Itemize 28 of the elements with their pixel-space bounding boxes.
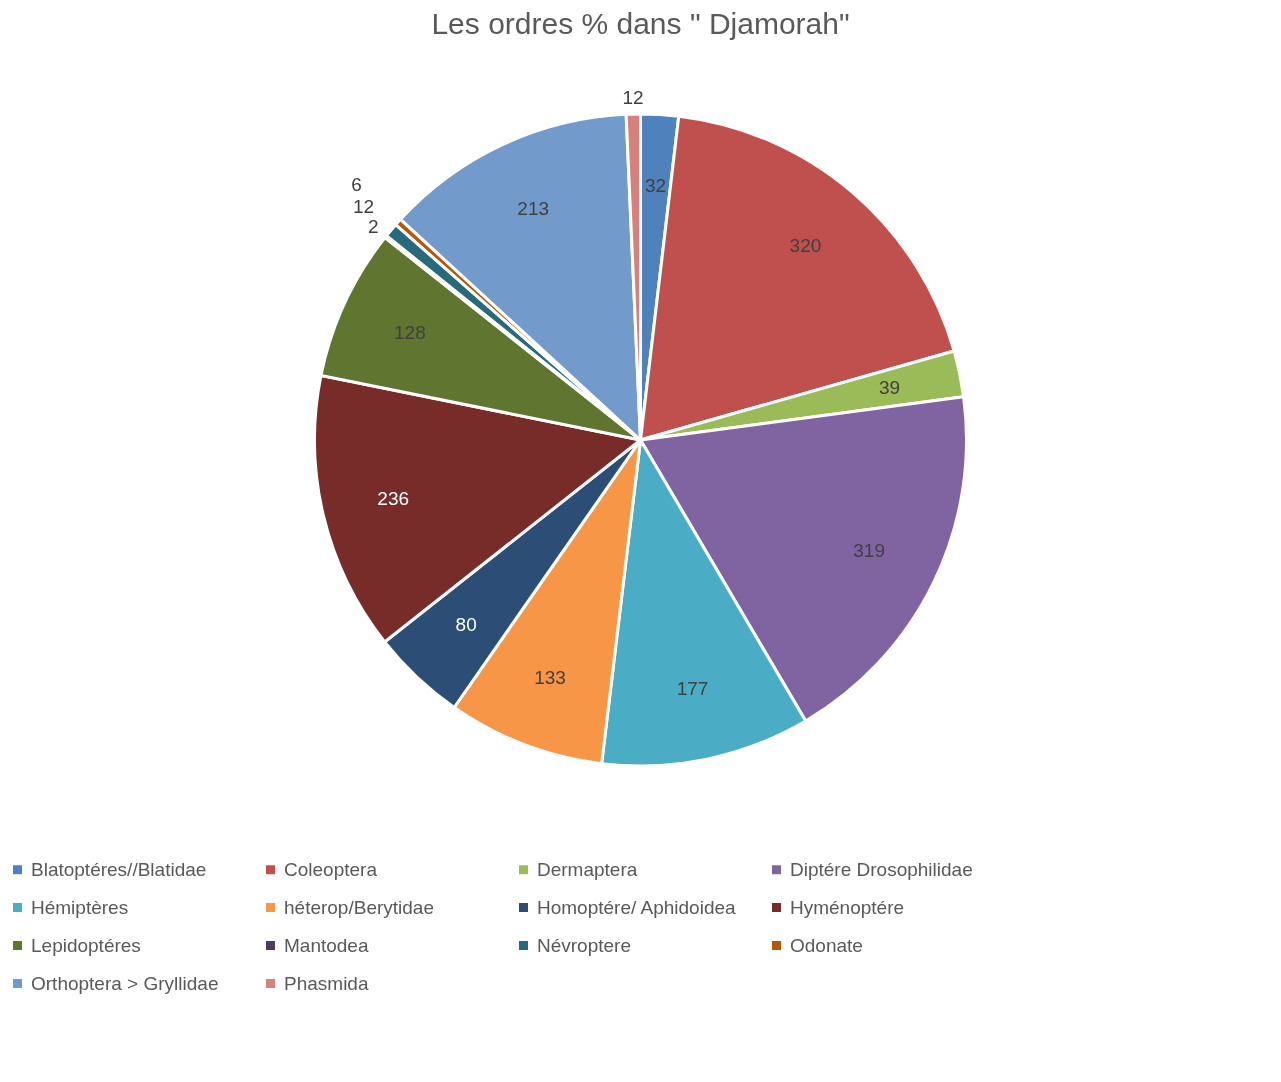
data-label: 177: [676, 677, 709, 699]
legend-label: Coleoptera: [284, 858, 378, 880]
data-label: 39: [878, 377, 901, 399]
data-label: 319: [853, 540, 885, 562]
legend-label: Hémiptères: [31, 896, 129, 918]
legend-label: Diptére Drosophilidae: [790, 858, 973, 880]
legend-label: Blatoptéres//Blatidae: [31, 858, 207, 880]
legend-label: Orthoptera > Gryllidae: [31, 972, 219, 994]
legend-label: Homoptére/ Aphidoidea: [537, 896, 737, 918]
legend-label: Névroptere: [537, 934, 631, 956]
data-label: 236: [377, 488, 410, 510]
legend-label: Phasmida: [284, 972, 369, 994]
data-label: 320: [789, 235, 822, 257]
legend-label: Dermaptera: [537, 858, 638, 880]
data-label: 12: [622, 87, 644, 109]
legend-label: Odonate: [790, 934, 863, 956]
chart-title: Les ordres % dans " Djamorah": [431, 7, 850, 40]
legend-label: Mantodea: [284, 934, 369, 956]
legend-label: Lepidoptéres: [31, 934, 141, 956]
data-label: 213: [517, 198, 550, 220]
data-label: 32: [644, 175, 667, 197]
data-label: 12: [352, 195, 375, 217]
data-label: 6: [351, 173, 362, 195]
data-label: 80: [455, 614, 477, 636]
legend-label: héterop/Berytidae: [284, 896, 434, 918]
legend-label: Hyménoptére: [790, 896, 905, 918]
data-label: 133: [534, 666, 566, 688]
data-label: 2: [367, 215, 379, 237]
